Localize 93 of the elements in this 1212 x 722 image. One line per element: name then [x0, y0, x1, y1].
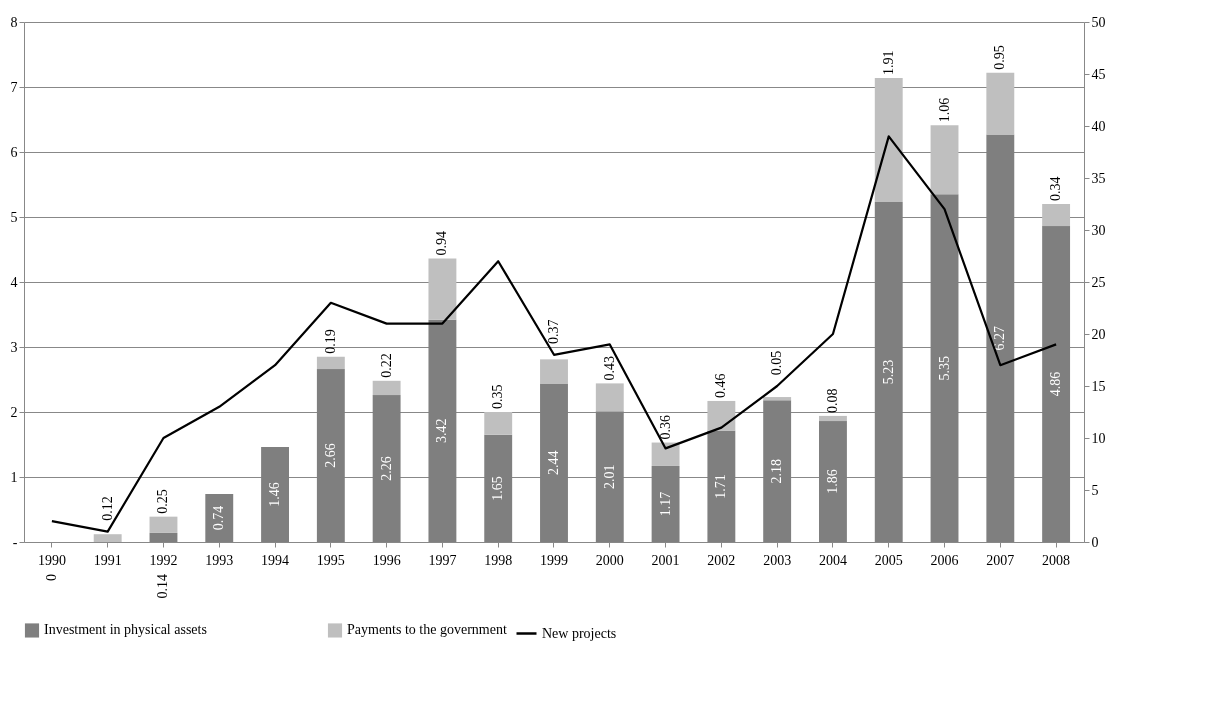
data-label: 0.95	[992, 45, 1008, 70]
y2-tick-label: 30	[1091, 222, 1106, 238]
x-tick-label: 2006	[930, 552, 959, 568]
x-tick-label: 2008	[1042, 552, 1071, 568]
data-label: 2.01	[601, 464, 617, 489]
bar	[93, 534, 122, 542]
y2-tick-label: 5	[1091, 482, 1099, 498]
y-tick-label: 4	[10, 274, 18, 290]
legend-label: Payments to the government	[347, 622, 507, 638]
data-label: 3.42	[434, 418, 450, 444]
y-tick-label: 5	[10, 209, 18, 225]
data-label: 0.34	[1048, 176, 1064, 201]
x-tick-label: 2004	[818, 552, 847, 568]
data-label: 0.08	[824, 388, 840, 413]
bar	[484, 412, 513, 435]
data-label: 0.19	[322, 329, 338, 354]
data-label: 5.35	[936, 355, 952, 381]
data-label: 4.86	[1048, 371, 1064, 397]
bar	[986, 72, 1015, 135]
x-tick-label: 1991	[93, 552, 122, 568]
x-tick-label: 1994	[261, 552, 290, 568]
y2-tick-label: 10	[1091, 430, 1106, 446]
data-label: 1.86	[824, 469, 840, 494]
y2-tick-label: 40	[1091, 118, 1106, 134]
data-label: 0.37	[546, 319, 561, 344]
data-label: 2.66	[322, 443, 338, 468]
bar	[428, 258, 457, 320]
bar	[540, 359, 568, 384]
data-label: 5.23	[880, 359, 896, 385]
x-tick-label: 2002	[707, 552, 736, 568]
data-label: 1.46	[267, 482, 283, 507]
x-tick-label: 1999	[540, 552, 568, 568]
x-tick-label: 1997	[428, 552, 457, 568]
bar	[1042, 204, 1071, 227]
x-tick-label: 2001	[651, 552, 680, 568]
y-tick-label: 2	[10, 404, 18, 420]
x-tick-label: 1990	[37, 552, 66, 568]
data-label: 1.17	[657, 491, 673, 517]
data-label: 0.74	[211, 505, 227, 531]
data-label: 0.25	[155, 489, 171, 514]
x-tick-label: 1996	[372, 552, 401, 568]
data-label: 2.44	[546, 450, 561, 475]
bar	[874, 77, 903, 203]
bar	[763, 397, 792, 401]
bar	[149, 516, 178, 533]
y2-tick-label: 45	[1091, 66, 1106, 82]
data-label: 1.91	[880, 50, 896, 75]
x-tick-label: 2000	[595, 552, 624, 568]
data-label: 0.22	[378, 353, 394, 378]
data-label: 0.35	[490, 384, 506, 409]
data-label: 0.94	[434, 231, 450, 256]
bar	[930, 125, 959, 195]
bar	[595, 383, 624, 412]
data-label: 0.36	[657, 415, 673, 440]
x-tick-label: 2007	[986, 552, 1015, 568]
data-label: 1.06	[936, 97, 952, 123]
y2-tick-label: 25	[1091, 274, 1106, 290]
y2-tick-label: 0	[1091, 534, 1099, 550]
data-label: 0.14	[155, 574, 171, 599]
y-tick-label: 8	[10, 14, 18, 30]
data-label: 1.71	[713, 474, 729, 499]
data-label: 0	[43, 574, 59, 581]
data-label: 2.26	[378, 456, 394, 481]
y2-tick-label: 20	[1091, 326, 1106, 342]
bar	[372, 380, 401, 396]
y2-tick-label: 35	[1091, 170, 1106, 186]
x-tick-label: 2003	[763, 552, 792, 568]
y2-tick-label: 50	[1091, 14, 1106, 30]
data-label: 0.05	[769, 350, 785, 376]
x-tick-label: 2005	[874, 552, 903, 568]
legend-label: Investment in physical assets	[44, 622, 207, 638]
data-label: 1.65	[490, 476, 506, 501]
data-label: 0.12	[99, 496, 115, 521]
x-tick-label: 1995	[316, 552, 345, 568]
y-tick-label: 7	[10, 79, 18, 95]
data-label: 0.46	[713, 373, 729, 398]
x-tick-label: 1993	[205, 552, 234, 568]
legend-label: New projects	[542, 625, 617, 641]
line-series	[50, 135, 1058, 533]
y2-tick-label: 15	[1091, 378, 1106, 394]
bar	[707, 400, 736, 431]
y-tick-label: 6	[10, 144, 18, 160]
x-tick-label: 1992	[149, 552, 178, 568]
y-tick-label: 1	[10, 469, 18, 485]
y-tick-label: 3	[10, 339, 18, 355]
x-tick-label: 1998	[484, 552, 513, 568]
data-label: 6.27	[992, 325, 1008, 351]
data-label: 2.18	[769, 458, 785, 484]
data-label: 0.43	[601, 355, 617, 381]
bar	[819, 415, 847, 422]
y-tick-label: -	[12, 534, 18, 550]
bar	[316, 356, 345, 370]
bar	[651, 442, 680, 466]
